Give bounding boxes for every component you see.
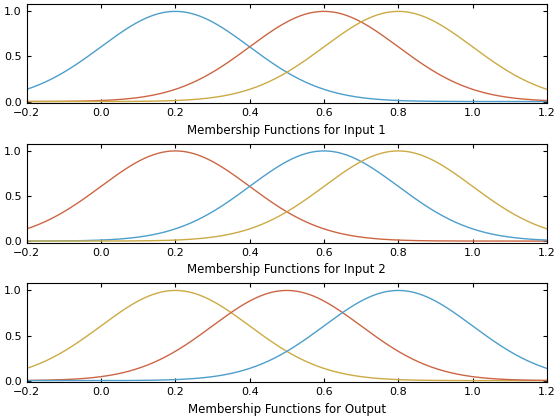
X-axis label: Membership Functions for Input 2: Membership Functions for Input 2 (188, 263, 386, 276)
X-axis label: Membership Functions for Output: Membership Functions for Output (188, 403, 386, 416)
X-axis label: Membership Functions for Input 1: Membership Functions for Input 1 (188, 124, 386, 137)
